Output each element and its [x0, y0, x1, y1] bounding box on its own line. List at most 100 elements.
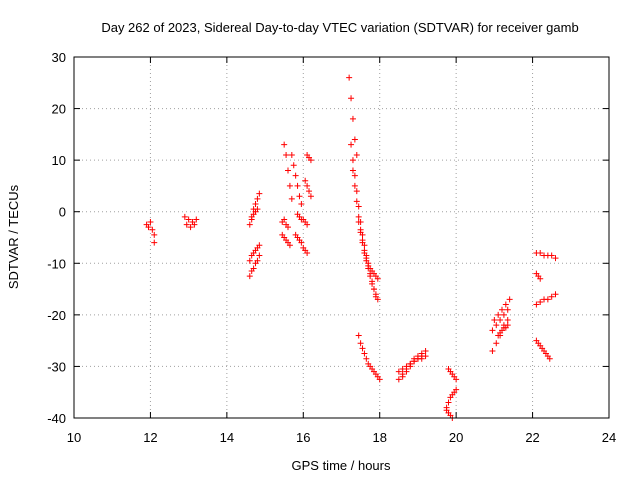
x-tick-label: 24	[602, 430, 616, 445]
data-point	[361, 249, 368, 256]
data-point	[359, 239, 366, 246]
data-point	[248, 213, 255, 220]
x-axis-label: GPS time / hours	[292, 458, 391, 473]
data-point	[349, 115, 356, 122]
data-point	[359, 345, 366, 352]
x-tick-label: 18	[372, 430, 386, 445]
data-point	[288, 151, 295, 158]
data-point	[250, 206, 257, 213]
series-seg-11	[292, 231, 311, 256]
series-seg-31	[533, 270, 544, 282]
series-seg-4	[248, 190, 263, 220]
y-tick-label: -30	[47, 359, 66, 374]
data-point	[403, 368, 410, 375]
data-point	[302, 177, 309, 184]
series-seg-15	[346, 74, 360, 158]
data-point	[298, 239, 305, 246]
y-tick-label: -40	[47, 411, 66, 426]
series-seg-33	[533, 337, 553, 362]
data-point	[351, 182, 358, 189]
series-seg-19	[355, 332, 383, 383]
data-point	[185, 216, 192, 223]
data-point	[149, 226, 156, 233]
series-seg-27	[489, 306, 511, 334]
data-point	[281, 141, 288, 148]
data-point	[151, 239, 158, 246]
data-point	[369, 280, 376, 287]
data-point	[307, 193, 314, 200]
data-point	[533, 301, 540, 308]
data-point	[355, 219, 362, 226]
data-point	[374, 275, 381, 282]
data-point	[493, 322, 500, 329]
data-point	[353, 198, 360, 205]
series-seg-9	[281, 141, 295, 202]
data-point	[151, 231, 158, 238]
data-point	[351, 172, 358, 179]
series-seg-29	[495, 322, 511, 339]
data-point	[355, 213, 362, 220]
data-point	[191, 221, 198, 228]
data-point	[290, 162, 297, 169]
data-point	[357, 229, 364, 236]
data-point	[411, 358, 418, 365]
series-seg-10	[288, 151, 305, 207]
data-point	[349, 167, 356, 174]
data-point	[353, 188, 360, 195]
chart-title: Day 262 of 2023, Sidereal Day-to-day VTE…	[101, 20, 578, 35]
data-point	[414, 355, 421, 362]
data-point	[254, 257, 261, 264]
data-point	[252, 200, 259, 207]
data-point	[548, 252, 555, 259]
data-point	[246, 273, 253, 280]
data-points	[143, 74, 559, 421]
data-point	[283, 151, 290, 158]
data-point	[294, 182, 301, 189]
data-point	[183, 221, 190, 228]
series-seg-6	[246, 252, 263, 280]
data-point	[193, 216, 200, 223]
data-point	[504, 317, 511, 324]
series-seg-5	[246, 242, 263, 264]
series-seg-18	[355, 219, 381, 282]
data-point	[348, 95, 355, 102]
data-point	[250, 265, 257, 272]
data-point	[349, 157, 356, 164]
data-point	[504, 306, 511, 313]
data-point	[254, 195, 261, 202]
data-point	[552, 291, 559, 298]
data-point	[187, 224, 194, 231]
data-point	[256, 190, 263, 197]
data-point	[296, 193, 303, 200]
series-seg-28	[491, 296, 513, 324]
x-tick-label: 14	[220, 430, 234, 445]
x-tick-label: 22	[525, 430, 539, 445]
data-point	[552, 255, 559, 262]
data-point	[286, 242, 293, 249]
data-point	[304, 182, 311, 189]
data-point	[361, 350, 368, 357]
data-point	[546, 355, 553, 362]
series-seg-24	[443, 386, 460, 411]
data-point	[374, 296, 381, 303]
data-point	[346, 74, 353, 81]
x-tick-label: 20	[449, 430, 463, 445]
data-point	[355, 332, 362, 339]
data-point	[399, 373, 406, 380]
data-point	[495, 311, 502, 318]
data-point	[304, 221, 311, 228]
data-point	[537, 249, 544, 256]
data-point	[506, 296, 513, 303]
data-point	[376, 376, 383, 383]
data-point	[365, 260, 372, 267]
data-point	[497, 317, 504, 324]
data-point	[348, 141, 355, 148]
data-point	[493, 340, 500, 347]
series-seg-12	[294, 211, 311, 228]
data-point	[306, 188, 313, 195]
data-point	[355, 203, 362, 210]
data-point	[504, 322, 511, 329]
data-point	[372, 291, 379, 298]
data-point	[489, 347, 496, 354]
